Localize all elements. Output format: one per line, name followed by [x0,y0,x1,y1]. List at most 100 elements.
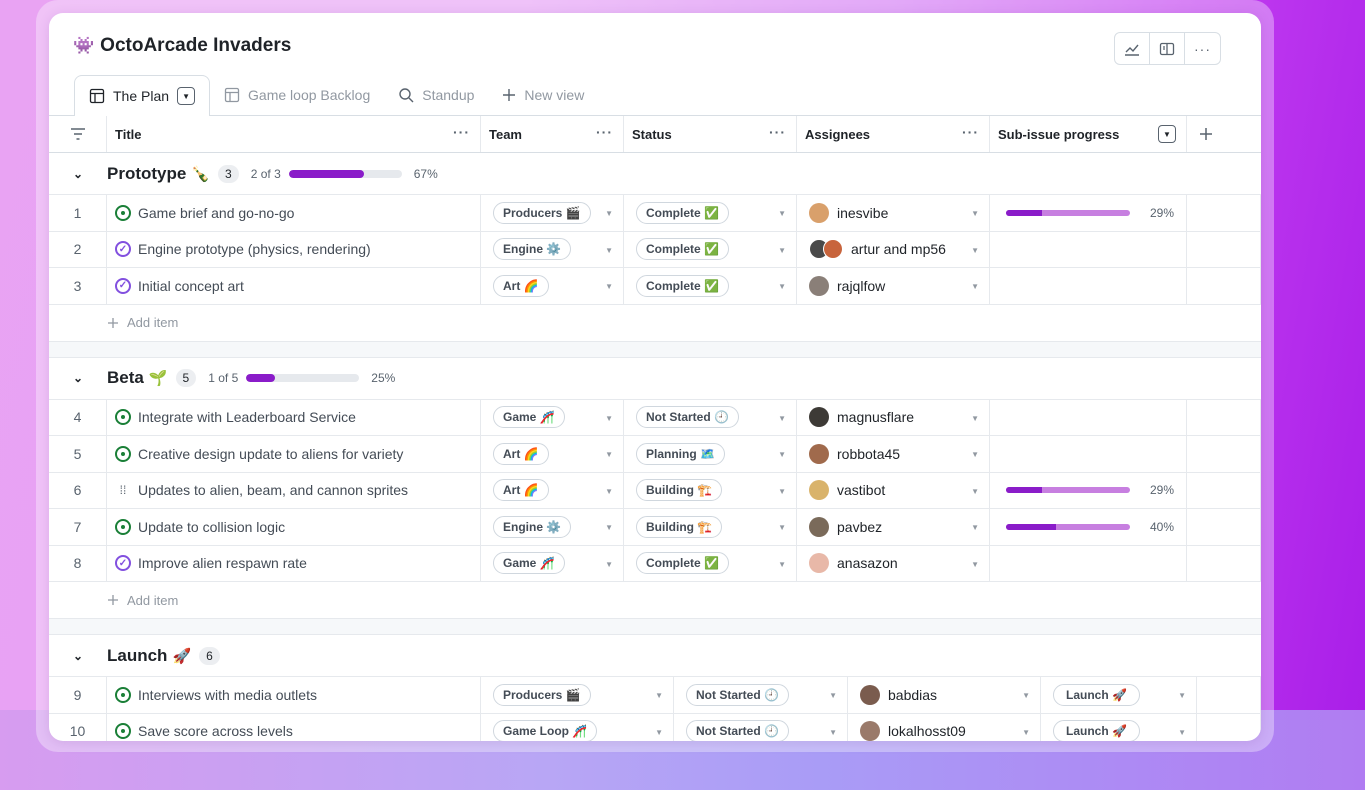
status-cell[interactable]: Complete ✅ ▼ [624,231,797,267]
column-status[interactable]: Status ··· [624,116,797,152]
row-title-cell[interactable]: Save score across levels [107,713,481,741]
row-title[interactable]: Interviews with media outlets [138,686,317,703]
column-team[interactable]: Team ··· [481,116,624,152]
team-cell[interactable]: Art 🌈 ▼ [481,472,624,508]
row-title[interactable]: Updates to alien, beam, and cannon sprit… [138,482,409,499]
team-cell[interactable]: Art 🌈 ▼ [481,436,624,472]
table-row[interactable]: 9 Interviews with media outlets Producer… [49,677,1261,714]
chevron-down-icon[interactable]: ▼ [605,559,613,569]
chevron-down-icon[interactable]: ▼ [778,486,786,496]
chevron-down-icon[interactable]: ▼ [605,486,613,496]
status-cell[interactable]: Building 🏗️ ▼ [624,472,797,508]
table-row[interactable]: 3 ✓ Initial concept art Art 🌈 ▼ Complete ✅… [49,268,1261,305]
chevron-down-icon[interactable]: ▼ [605,282,613,291]
status-cell[interactable]: Planning 🗺️ ▼ [624,436,797,472]
row-title-cell[interactable]: ⁞⁞ Updates to alien, beam, and cannon spr… [107,472,481,508]
tab-the-plan[interactable]: The Plan ▼ [74,75,211,116]
status-cell[interactable]: Complete ✅ ▼ [624,268,797,304]
sub-issue-cell[interactable] [990,231,1187,267]
chevron-down-icon[interactable]: ▼ [605,245,613,255]
status-cell[interactable]: Not Started 🕘 ▼ [624,399,797,435]
chevron-down-icon[interactable]: ▼ [605,450,613,459]
row-title-cell[interactable]: Interviews with media outlets [107,677,481,713]
row-title[interactable]: Creative design update to aliens for var… [138,445,404,462]
chevron-down-icon[interactable]: ⌄ [72,371,84,385]
table-row[interactable]: 4 Integrate with Leaderboard Service Gam… [49,399,1261,436]
status-cell[interactable]: Not Started 🕘 ▼ [674,713,848,741]
chevron-down-icon[interactable]: ▼ [971,450,979,459]
chevron-down-icon[interactable]: ▼ [971,282,979,291]
chevron-down-icon[interactable]: ▼ [1178,691,1186,700]
team-cell[interactable]: Game 🎢 ▼ [481,545,624,581]
chevron-down-icon[interactable]: ▼ [655,691,663,700]
assignee-cell[interactable]: artur and mp56 ▼ [797,231,990,267]
table-row[interactable]: 10 Save score across levels Game Loop 🎢 ▼… [49,713,1261,741]
chevron-down-icon[interactable]: ▼ [778,413,786,423]
chevron-down-icon[interactable]: ▼ [1022,727,1030,737]
row-title[interactable]: Game brief and go-no-go [138,204,295,221]
assignee-cell[interactable]: babdias ▼ [848,677,1041,713]
tab-standup[interactable]: Standup [384,75,488,115]
table-row[interactable]: 7 Update to collision logic Engine ⚙️ ▼ B… [49,509,1261,546]
sub-issue-cell[interactable] [990,268,1187,304]
column-assignees[interactable]: Assignees ··· [797,116,990,152]
column-title[interactable]: Title ··· [107,116,481,152]
sub-issue-cell[interactable] [990,436,1187,472]
team-cell[interactable]: Producers 🎬 ▼ [481,677,674,713]
chevron-down-icon[interactable]: ▼ [778,245,786,255]
chevron-down-icon[interactable]: ▼ [605,523,613,532]
row-title[interactable]: Engine prototype (physics, rendering) [138,241,371,258]
team-cell[interactable]: Engine ⚙️ ▼ [481,231,624,267]
add-column-button[interactable] [1187,116,1261,152]
status-cell[interactable]: Complete ✅ ▼ [624,195,797,231]
assignee-cell[interactable]: robbota45 ▼ [797,436,990,472]
assignee-cell[interactable]: inesvibe ▼ [797,195,990,231]
chevron-down-icon[interactable]: ▼ [778,450,786,459]
assignee-cell[interactable]: anasazon ▼ [797,545,990,581]
chevron-down-icon[interactable]: ▼ [177,87,196,105]
chevron-down-icon[interactable]: ▼ [971,245,979,255]
team-cell[interactable]: Game Loop 🎢 ▼ [481,713,674,741]
status-cell[interactable]: Building 🏗️ ▼ [624,509,797,545]
chevron-down-icon[interactable]: ▼ [778,523,786,532]
chevron-down-icon[interactable]: ▼ [605,209,613,218]
chevron-down-icon[interactable]: ▼ [971,486,979,496]
chevron-down-icon[interactable]: ▼ [971,209,979,218]
chevron-down-icon[interactable]: ▼ [605,413,613,423]
row-title-cell[interactable]: Game brief and go-no-go [107,195,481,231]
chevron-down-icon[interactable]: ▼ [1158,125,1176,143]
column-menu-icon[interactable]: ··· [596,124,613,140]
column-sub-issue-progress[interactable]: Sub-issue progress ▼ [990,116,1187,152]
chevron-down-icon[interactable]: ▼ [971,413,979,423]
row-title[interactable]: Integrate with Leaderboard Service [138,409,356,426]
tab-game-loop-backlog[interactable]: Game loop Backlog [210,75,384,115]
table-row[interactable]: 5 Creative design update to aliens for v… [49,436,1261,473]
assignee-cell[interactable]: rajqlfow ▼ [797,268,990,304]
status-cell[interactable]: Complete ✅ ▼ [624,545,797,581]
chart-icon[interactable] [1115,33,1150,64]
assignee-cell[interactable]: vastibot ▼ [797,472,990,508]
status-cell[interactable]: Not Started 🕘 ▼ [674,677,848,713]
table-row[interactable]: 8 ✓ Improve alien respawn rate Game 🎢 ▼ Co… [49,545,1261,582]
row-title[interactable]: Initial concept art [138,277,244,294]
chevron-down-icon[interactable]: ▼ [971,523,979,532]
row-title[interactable]: Update to collision logic [138,518,286,535]
chevron-down-icon[interactable]: ▼ [1178,727,1186,737]
column-menu-icon[interactable]: ··· [453,124,470,140]
chevron-down-icon[interactable]: ▼ [829,727,837,737]
panel-icon[interactable] [1150,33,1185,64]
add-item-button[interactable]: Add item [49,305,1261,342]
row-title-cell[interactable]: ✓ Improve alien respawn rate [107,545,481,581]
chevron-down-icon[interactable]: ▼ [1022,691,1030,700]
chevron-down-icon[interactable]: ▼ [778,559,786,569]
table-row[interactable]: 2 ✓ Engine prototype (physics, rendering)… [49,231,1261,268]
add-item-button[interactable]: Add item [49,582,1261,619]
chevron-down-icon[interactable]: ▼ [655,727,663,737]
chevron-down-icon[interactable]: ⌄ [72,648,84,663]
tab-new-view[interactable]: New view [488,75,598,115]
chevron-down-icon[interactable]: ⌄ [72,166,84,181]
table-row[interactable]: 6 ⁞⁞ Updates to alien, beam, and cannon s… [49,472,1261,509]
row-title-cell[interactable]: ✓ Engine prototype (physics, rendering) [107,231,481,267]
team-cell[interactable]: Game 🎢 ▼ [481,399,624,435]
chevron-down-icon[interactable]: ▼ [971,559,979,569]
